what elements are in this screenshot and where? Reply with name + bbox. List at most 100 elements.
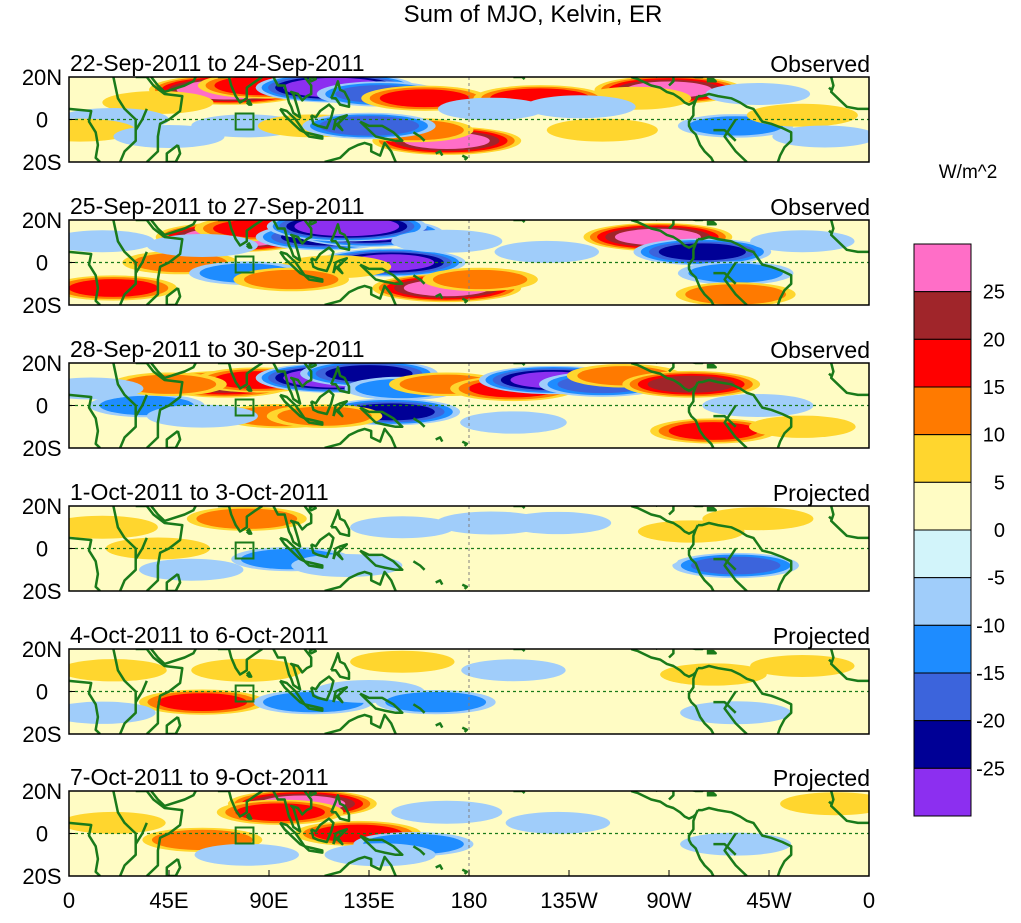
anomaly-blob [69,701,156,724]
panel-date-range: 28-Sep-2011 to 30-Sep-2011 [70,336,365,362]
coastline [723,547,748,591]
contour-fill [69,515,158,539]
coastline [165,144,182,162]
contour-fill [702,394,814,417]
region-box [234,398,255,417]
region-box [234,826,255,845]
coastline [713,414,737,428]
colorbar-swatch [913,243,972,293]
coastline [461,868,469,875]
anomaly-blob [375,690,496,715]
contour-fill [546,118,658,142]
coastline [687,242,715,305]
contour-fill [688,263,783,283]
coastline [279,821,306,848]
coastline [165,573,182,591]
coastline [687,385,715,448]
coastlines [69,506,869,591]
lat-tick-label: 20S [22,579,61,604]
contour-fill [746,103,858,127]
coastline [330,652,351,681]
coastline [135,506,184,591]
coastline [513,363,526,367]
lat-tick-label: 0 [36,680,48,705]
coastline [135,77,184,162]
coastline [272,77,313,119]
coastline [272,649,313,691]
coastline [359,263,404,286]
coastline [330,794,351,823]
anomaly-blob [324,843,436,867]
coastline [303,417,324,426]
lon-tick-label: 0 [863,888,875,913]
coastline [829,220,869,254]
anomaly-blob [422,267,538,292]
anomaly-blob [105,537,211,560]
coastline [655,649,675,659]
longitude-axis: 0 45E 90E 135E 180 135W 90W 45W 0 [63,870,875,913]
coastline [336,783,340,787]
coastline [829,649,869,683]
coastline [655,791,675,801]
coastline [332,828,349,846]
contour-fill [680,832,792,856]
coastline [217,77,263,104]
coastline [324,427,397,448]
colorbar-swatch [913,338,972,388]
coastline [697,664,793,734]
colorbar-swatch [913,291,972,340]
contour-fill [291,554,403,577]
coastline [165,858,182,876]
coastline [330,366,351,395]
anomaly-blob [139,689,266,715]
anomaly-blob [705,83,811,105]
region-box [234,541,255,560]
coastline [330,80,351,109]
coastline [828,229,833,234]
coastline [135,649,184,734]
colorbar-label: 0 [994,520,1005,542]
colorbar-label: -5 [987,568,1005,590]
lat-tick-label: 0 [36,537,48,562]
lon-tick-label: 135E [343,888,394,913]
coastline [245,385,253,392]
contour-fill [668,422,759,440]
anomaly-blob [524,95,636,119]
region-box [234,112,255,131]
contour-fill [244,269,339,290]
anomaly-blob [780,792,869,816]
contour-fill [690,556,781,575]
coastline [713,557,737,571]
coastline [217,791,263,818]
colorbar-swatch [913,720,972,769]
contour-fill [139,558,244,581]
lon-tick-label: 90E [249,888,288,913]
coastline [828,86,833,91]
coastline [359,834,404,857]
coastline [245,528,253,535]
panel-label: Observed [770,194,870,220]
coastline [713,128,737,142]
lat-tick-label: 20S [22,864,61,889]
contour-fill [350,516,455,539]
coastline [336,641,340,645]
coastline [412,560,426,571]
contour-fill [432,269,528,290]
coastline [272,506,313,548]
colorbar-swatch [913,577,972,626]
contour-fill [658,243,746,261]
anomaly-blob [461,659,566,682]
anomaly-blob [772,125,869,148]
anomaly-blob [69,230,155,253]
coastline [303,560,324,569]
anomaly-blob [146,404,258,428]
coastline [69,536,101,591]
anomaly-blob [291,554,403,577]
coastline [713,700,737,714]
coastline [324,141,397,162]
coastline [279,250,306,277]
lat-tick-label: 20S [22,150,61,175]
contour-fill [69,230,155,253]
panel-date-range: 4-Oct-2011 to 6-Oct-2011 [70,622,329,648]
anomaly-blob [702,394,814,417]
